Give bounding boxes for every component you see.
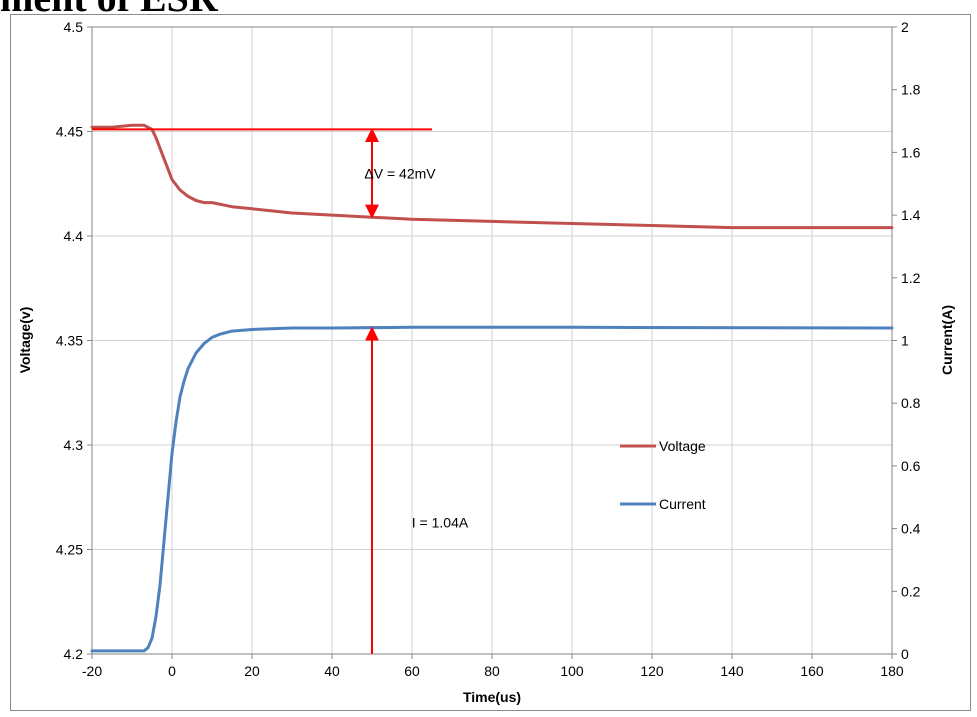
x-tick-label: 140 xyxy=(720,663,744,679)
x-tick-label: 40 xyxy=(324,663,340,679)
y-left-tick-label: 4.4 xyxy=(64,228,84,244)
y-left-tick-label: 4.3 xyxy=(64,437,84,453)
x-tick-label: 160 xyxy=(800,663,824,679)
y-left-tick-label: 4.45 xyxy=(56,124,83,140)
legend-label-current: Current xyxy=(659,496,706,512)
y-right-tick-label: 0.6 xyxy=(901,458,921,474)
y-left-tick-label: 4.35 xyxy=(56,333,83,349)
x-axis-label: Time(us) xyxy=(463,689,521,705)
x-tick-label: 0 xyxy=(168,663,176,679)
legend-label-voltage: Voltage xyxy=(659,438,706,454)
y-right-tick-label: 0.2 xyxy=(901,583,921,599)
y-right-tick-label: 0.4 xyxy=(901,521,921,537)
series-line-current xyxy=(90,325,894,653)
y-right-tick-label: 1.8 xyxy=(901,82,921,98)
series-line-voltage xyxy=(90,123,894,230)
x-tick-label: -20 xyxy=(82,663,102,679)
x-tick-label: 120 xyxy=(640,663,664,679)
y-right-tick-label: 1.4 xyxy=(901,207,921,223)
y-right-tick-label: 1 xyxy=(901,333,909,349)
y-left-tick-label: 4.25 xyxy=(56,542,83,558)
x-tick-label: 60 xyxy=(404,663,420,679)
x-tick-label: 20 xyxy=(244,663,260,679)
x-tick-label: 80 xyxy=(484,663,500,679)
y-left-tick-label: 4.5 xyxy=(64,19,84,35)
y-right-tick-label: 1.6 xyxy=(901,144,921,160)
y-right-tick-label: 2 xyxy=(901,19,909,35)
y-axis-right-label: Current(A) xyxy=(939,305,955,375)
annotation-label-delta-v: ΔV = 42mV xyxy=(364,165,436,181)
x-tick-label: 100 xyxy=(560,663,584,679)
y-right-tick-label: 1.2 xyxy=(901,270,921,286)
chart-frame xyxy=(10,14,971,711)
y-right-tick-label: 0 xyxy=(901,646,909,662)
x-tick-label: 180 xyxy=(880,663,904,679)
y-right-tick-label: 0.8 xyxy=(901,395,921,411)
annotation-label-current: I = 1.04A xyxy=(412,514,469,530)
y-axis-left-label: Voltage(v) xyxy=(17,307,33,374)
y-left-tick-label: 4.2 xyxy=(64,646,84,662)
